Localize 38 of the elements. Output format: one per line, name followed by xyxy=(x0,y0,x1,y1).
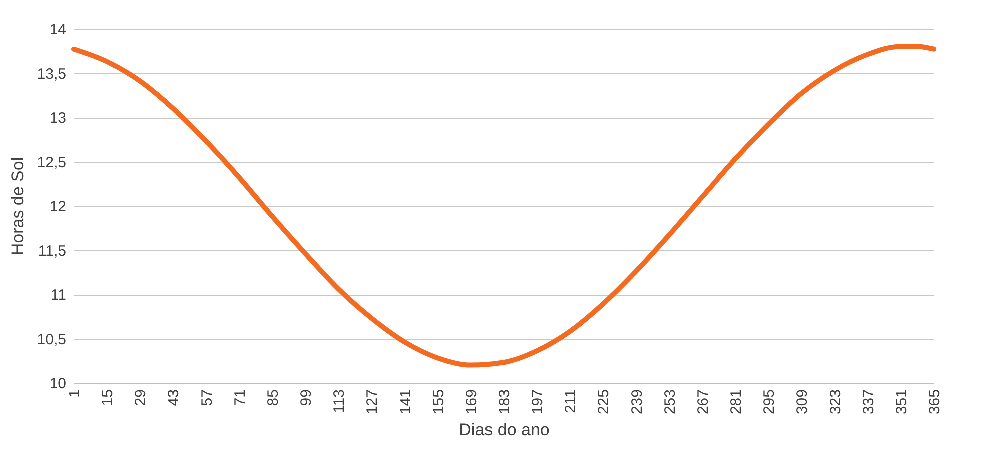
x-tick-label: 99 xyxy=(298,390,316,406)
x-tick-label: 155 xyxy=(430,390,448,415)
x-tick-label: 239 xyxy=(628,390,646,415)
x-tick-label: 337 xyxy=(860,390,878,415)
x-tick-label: 365 xyxy=(926,390,944,415)
x-tick-label: 141 xyxy=(397,390,414,415)
x-axis-title: Dias do ano xyxy=(459,420,550,440)
y-axis-title: Horas de Sol xyxy=(8,157,28,256)
x-tick-label: 57 xyxy=(198,390,216,406)
x-tick-label: 169 xyxy=(463,390,480,415)
x-tick-label: 281 xyxy=(728,390,746,415)
y-tick-label: 14 xyxy=(50,22,66,38)
x-tick-label: 183 xyxy=(496,390,514,415)
y-tick-label: 13,5 xyxy=(37,66,66,83)
x-tick-label: 211 xyxy=(562,390,580,414)
x-tick-label: 267 xyxy=(694,390,712,415)
x-tick-label: 85 xyxy=(264,390,282,406)
y-tick-label: 10,5 xyxy=(37,331,66,348)
x-tick-label: 127 xyxy=(364,390,382,415)
x-tick-label: 351 xyxy=(893,390,910,415)
x-tick-label: 323 xyxy=(827,390,844,415)
x-tick-label: 71 xyxy=(232,390,249,406)
x-tick-label: 309 xyxy=(794,390,812,415)
y-tick-label: 13 xyxy=(50,110,66,127)
y-tick-label: 12 xyxy=(50,198,66,216)
y-tick-label: 11 xyxy=(50,287,66,304)
y-tick-label: 10 xyxy=(50,376,66,392)
x-tick-label: 295 xyxy=(761,390,778,415)
x-tick-label: 253 xyxy=(662,390,679,415)
x-tick-label: 113 xyxy=(331,390,348,414)
y-tick-label: 11,5 xyxy=(38,242,66,260)
x-tick-label: 15 xyxy=(100,390,117,406)
x-tick-label: 29 xyxy=(132,390,150,406)
y-tick-label: 12,5 xyxy=(37,154,66,172)
x-tick-label: 225 xyxy=(596,390,613,415)
x-tick-label: 197 xyxy=(530,390,547,415)
x-tick-label: 1 xyxy=(66,390,84,398)
x-tick-label: 43 xyxy=(166,390,183,406)
